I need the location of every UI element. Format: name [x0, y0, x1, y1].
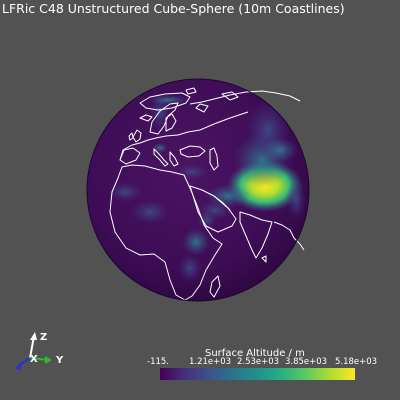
colorbar-tick-label: -115. [147, 357, 169, 367]
z-axis-label: Z [40, 332, 47, 343]
colorbar-tick-label: 2.53e+03 [236, 357, 280, 367]
z-axis-arrow-icon [30, 332, 37, 340]
coastlines [109, 87, 305, 301]
y-axis-arrow-icon [45, 356, 52, 364]
colorbar-tick-label: 3.85e+03 [284, 357, 328, 367]
x-axis-label: X [30, 354, 38, 365]
colorbar-tick-label: 1.21e+03 [188, 357, 232, 367]
orientation-axes[interactable]: Z Y X [10, 328, 80, 378]
x-axis-arrow-icon [14, 364, 22, 370]
colorbar [160, 368, 355, 380]
x-axis [17, 357, 31, 367]
colorbar-title: Surface Altitude / m [205, 348, 305, 359]
colorbar-tick-label: 5.18e+03 [334, 357, 378, 367]
plot-title: LFRic C48 Unstructured Cube-Sphere (10m … [2, 1, 345, 16]
globe-rim [86, 78, 310, 302]
y-axis-label: Y [55, 355, 64, 366]
altitude-field [107, 94, 306, 282]
